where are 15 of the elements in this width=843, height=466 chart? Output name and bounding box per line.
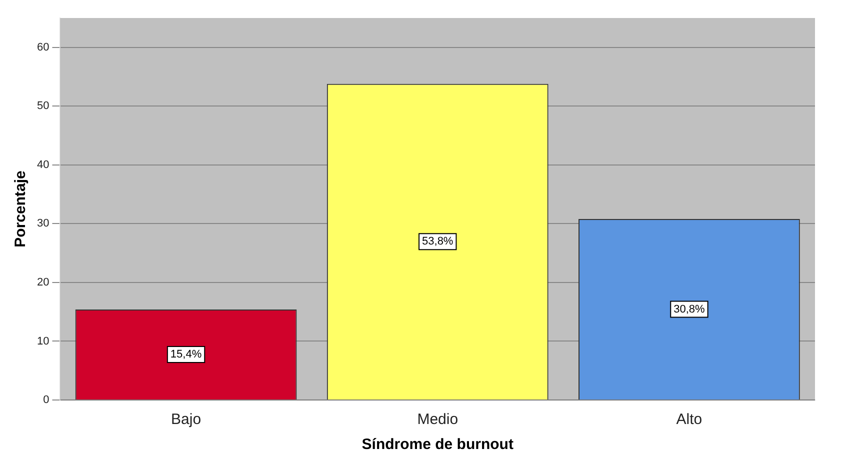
y-tick-label: 50 bbox=[36, 100, 50, 112]
y-tick-label: 40 bbox=[36, 158, 50, 171]
x-tick-label: Alto bbox=[676, 411, 702, 428]
data-label: 15,4% bbox=[170, 348, 202, 361]
y-tick-label: 30 bbox=[36, 218, 50, 230]
x-axis-title: Síndrome de burnout bbox=[362, 436, 514, 454]
y-axis-title: Porcentaje bbox=[12, 170, 30, 248]
y-tick-label: 60 bbox=[36, 41, 50, 54]
y-tick-label: 20 bbox=[36, 276, 50, 288]
x-tick-label: Bajo bbox=[171, 411, 202, 428]
x-tick-label: Medio bbox=[417, 411, 458, 428]
data-label: 30,8% bbox=[674, 303, 706, 316]
y-tick-label: 0 bbox=[43, 394, 50, 406]
data-label: 53,8% bbox=[422, 236, 454, 248]
y-tick-label: 10 bbox=[36, 335, 50, 348]
